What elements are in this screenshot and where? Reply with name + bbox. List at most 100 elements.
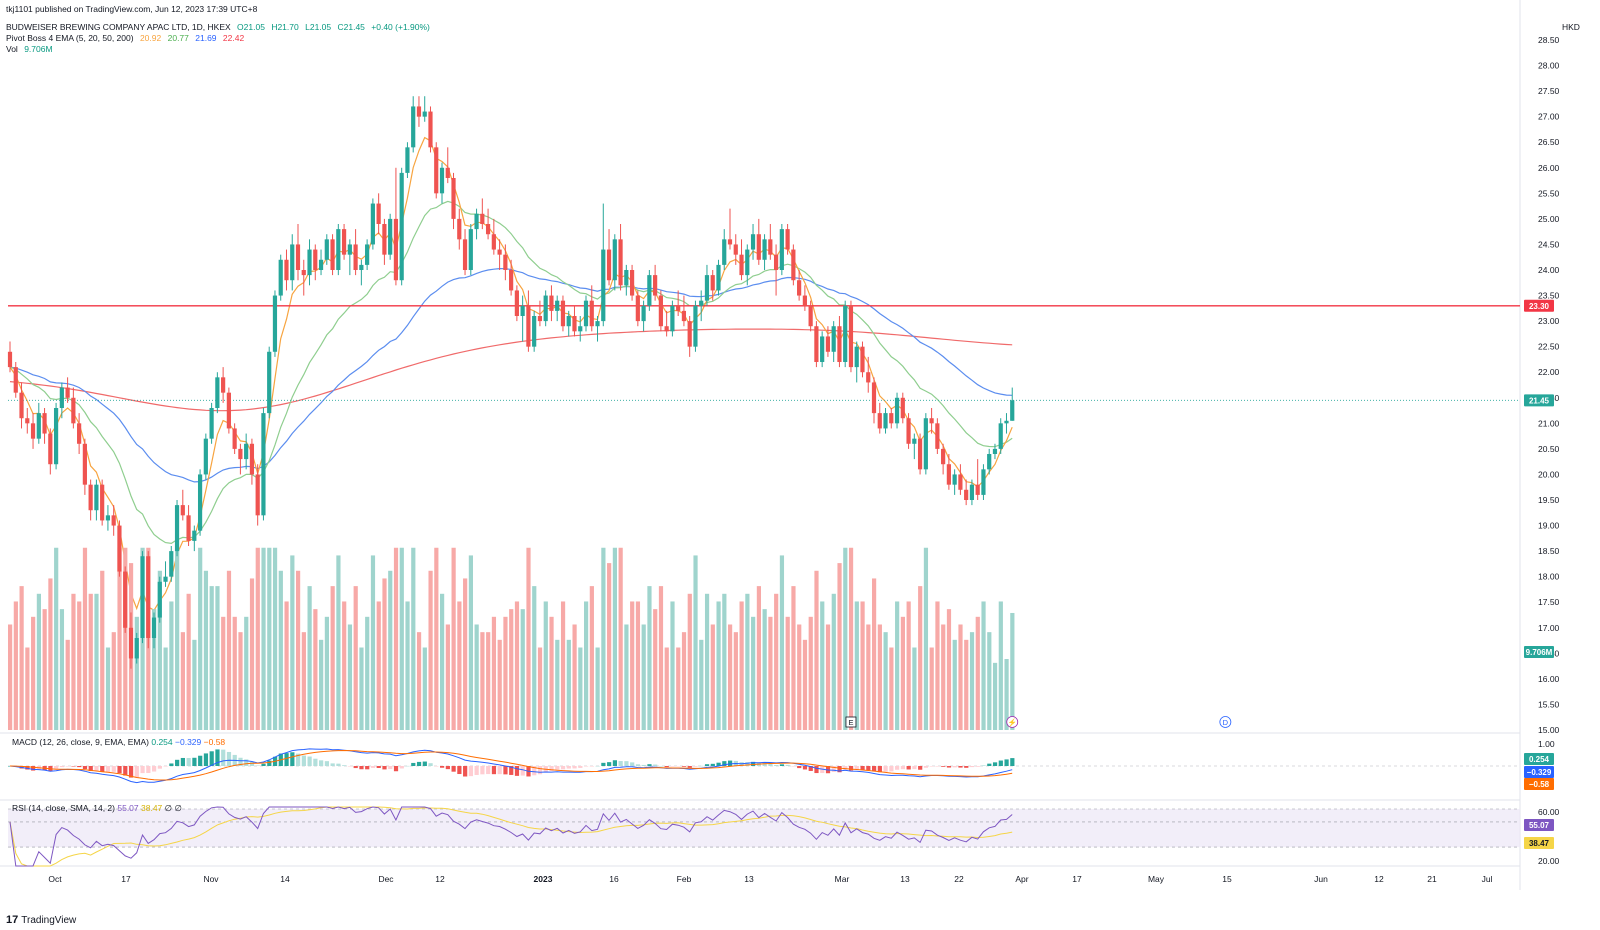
macd-histogram-bar [578,766,583,768]
candle [526,290,531,352]
volume-bar [399,547,404,730]
candle [411,96,416,153]
volume-bar [25,647,30,730]
macd-histogram-bar [808,766,813,771]
rsi-badge-bg [1524,819,1554,831]
macd-histogram-bar [589,766,594,767]
volume-bar [768,616,773,730]
time-tick-label: 22 [954,874,964,884]
macd-histogram-bar [601,762,606,766]
tradingview-footer[interactable]: 17 TradingView [6,914,76,926]
price-tick-label: 20.50 [1538,444,1560,454]
macd-histogram-bar [134,766,139,778]
candle-body [894,397,900,424]
volume-bar [359,647,364,730]
volume-bar [169,601,174,730]
volume-bar [497,639,502,730]
rsi-v4: ∅ [174,803,182,813]
macd-v2: −0.329 [175,737,202,747]
candle [946,454,951,490]
macd-histogram-bar [411,762,416,766]
volume-bar [722,593,727,730]
volume-bar [105,647,111,730]
macd-histogram-bar [203,753,209,766]
candle [647,270,652,311]
candle-body [514,290,519,316]
macd-histogram-bar [428,763,433,766]
rsi-band [8,809,1520,848]
candle [249,438,255,485]
volume-bar [808,616,813,730]
volume-bar [393,547,399,730]
candle [341,224,347,260]
macd-histogram-bar [722,761,727,766]
macd-label: MACD (12, 26, close, 9, EMA, EMA) [12,737,149,747]
high-value: H21.70 [271,22,299,32]
candle-body [935,423,940,449]
volume-bar [699,639,704,730]
candle [560,295,566,332]
volume-bar [307,586,312,730]
macd-v3: −0.58 [203,737,226,747]
volume-legend[interactable]: Vol 9.706M [6,44,57,55]
macd-legend[interactable]: MACD (12, 26, close, 9, EMA, EMA) 0.254 … [12,737,225,747]
price-tick-label: 22.00 [1538,367,1560,377]
volume-bar [854,601,859,730]
macd-histogram-bar [607,762,612,766]
candle-body [267,351,272,414]
ema-legend[interactable]: Pivot Boss 4 EMA (5, 20, 50, 200) 20.92 … [6,33,248,44]
volume-bar [774,593,779,730]
macd-histogram-bar [209,751,214,766]
candle-body [146,556,151,638]
volume-bar [756,586,761,730]
macd-histogram-bar [146,766,151,774]
macd-histogram-bar [175,759,180,766]
volume-bar [710,624,715,730]
price-tick-label: 23.00 [1538,316,1560,326]
candle-body [157,581,162,618]
candle [284,249,289,291]
candle-body [497,249,502,255]
candle [831,321,836,362]
ema200-value: 22.42 [222,33,245,43]
macd-histogram-bar [699,765,704,767]
candle [388,213,393,260]
macd-histogram-bar [434,766,439,767]
candle-body [681,310,687,322]
volume-bar [509,609,514,730]
candle-body [238,448,243,460]
volume-bar [405,601,410,730]
volume-bar [941,624,946,730]
candle-body [174,505,180,552]
candle-body [848,305,854,368]
candle-body [19,392,24,419]
candle [693,300,698,352]
candle [704,264,710,306]
candle-body [543,295,548,322]
macd-histogram-bar [866,766,871,771]
candle [935,418,940,454]
candle [238,443,243,475]
rsi-v3: ∅ [164,803,173,813]
volume-bar [687,593,692,730]
candle-body [641,305,646,322]
macd-histogram-bar [82,766,88,770]
candle-body [808,305,813,327]
time-tick-label: Oct [48,874,62,884]
low-value: L21.05 [305,22,332,32]
candle [768,224,773,260]
symbol-title[interactable]: BUDWEISER BREWING COMPANY APAC LTD, 1D, … [6,22,231,32]
candle-body [474,213,479,230]
candle-body [687,321,692,347]
candle [111,505,116,536]
rsi-legend[interactable]: RSI (14, close, SMA, 14, 2) 55.07 38.47 … [12,803,182,814]
candle-body [601,249,606,322]
candle-body [434,147,439,194]
macd-hist-badge: −0.58 [1529,780,1550,789]
rsi-v1: 55.07 [117,803,139,813]
macd-histogram-bar [422,761,427,766]
time-tick-label: 14 [280,874,290,884]
candle-body [324,239,329,260]
volume-bar [520,609,525,730]
